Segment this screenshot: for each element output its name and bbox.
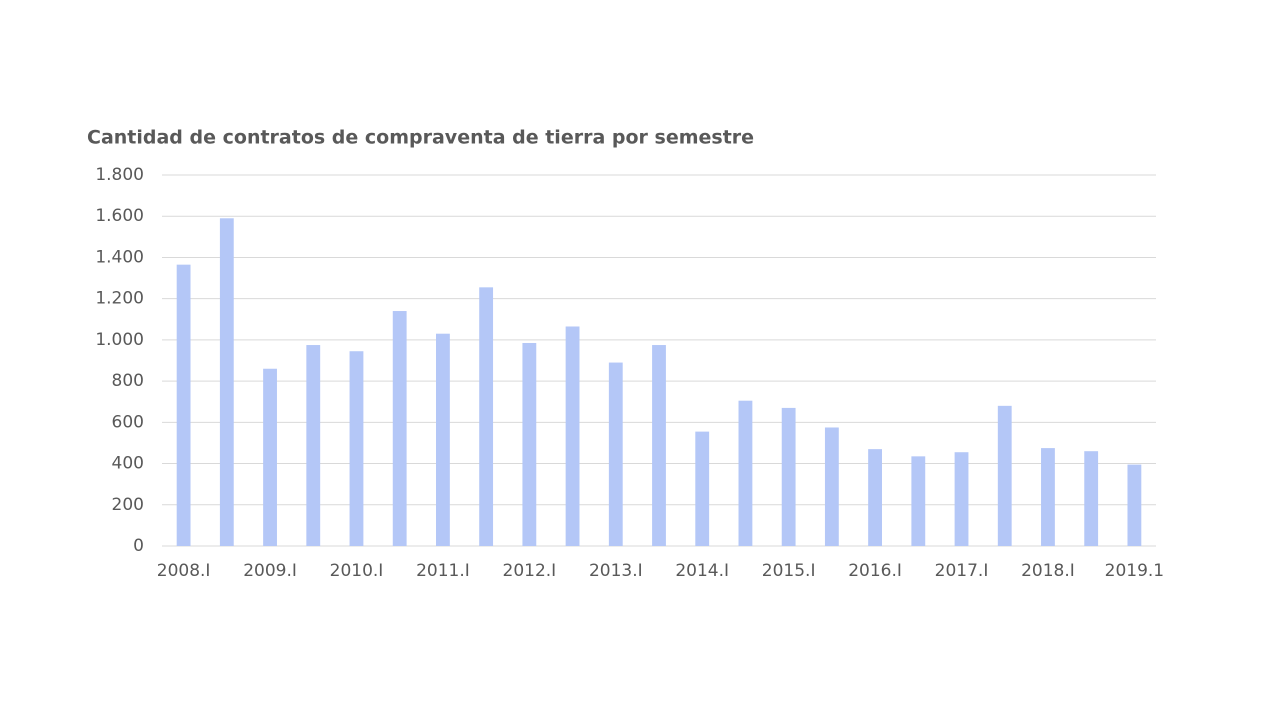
- bar: [522, 342, 537, 546]
- bar: [435, 333, 450, 546]
- x-tick-label: 2011.I: [416, 561, 470, 581]
- x-tick-label: 2018.I: [1021, 561, 1075, 581]
- x-tick-label: 2017.I: [935, 561, 989, 581]
- x-tick-label: 2010.I: [330, 561, 384, 581]
- bar: [695, 431, 710, 546]
- y-tick-label: 600: [112, 412, 144, 432]
- chart-title: Cantidad de contratos de compraventa de …: [87, 127, 754, 149]
- bar: [392, 311, 407, 546]
- bar: [306, 345, 321, 546]
- bar: [738, 400, 753, 546]
- y-tick-label: 1.200: [95, 289, 144, 309]
- y-tick-label: 800: [112, 371, 144, 391]
- bar: [176, 264, 191, 546]
- bar: [219, 218, 234, 547]
- bar: [781, 407, 796, 546]
- x-tick-label: 2015.I: [762, 561, 816, 581]
- x-tick-label: 2016.I: [848, 561, 902, 581]
- bar: [479, 287, 494, 546]
- bar: [868, 449, 883, 546]
- bar: [565, 326, 580, 546]
- x-tick-label: 2019.1: [1105, 561, 1164, 581]
- y-tick-label: 1.600: [95, 206, 144, 226]
- y-tick-label: 1.800: [95, 165, 144, 185]
- x-tick-label: 2008.I: [157, 561, 211, 581]
- y-tick-label: 400: [112, 454, 144, 474]
- bar: [1084, 451, 1099, 546]
- x-tick-label: 2014.I: [675, 561, 729, 581]
- bar: [652, 345, 666, 546]
- bar: [349, 351, 364, 546]
- bar: [1127, 464, 1142, 546]
- bar: [911, 456, 926, 546]
- y-tick-label: 1.400: [95, 247, 144, 267]
- x-tick-label: 2012.I: [503, 561, 557, 581]
- bar: [263, 368, 277, 546]
- y-tick-label: 0: [133, 536, 144, 556]
- bar: [997, 405, 1012, 546]
- x-tick-label: 2009.I: [243, 561, 297, 581]
- y-tick-label: 200: [112, 495, 144, 515]
- bar: [824, 427, 839, 546]
- x-tick-label: 2013.I: [589, 561, 643, 581]
- bar: [608, 362, 623, 546]
- bar: [1041, 448, 1055, 546]
- y-tick-label: 1.000: [95, 330, 144, 350]
- bar: [954, 452, 969, 546]
